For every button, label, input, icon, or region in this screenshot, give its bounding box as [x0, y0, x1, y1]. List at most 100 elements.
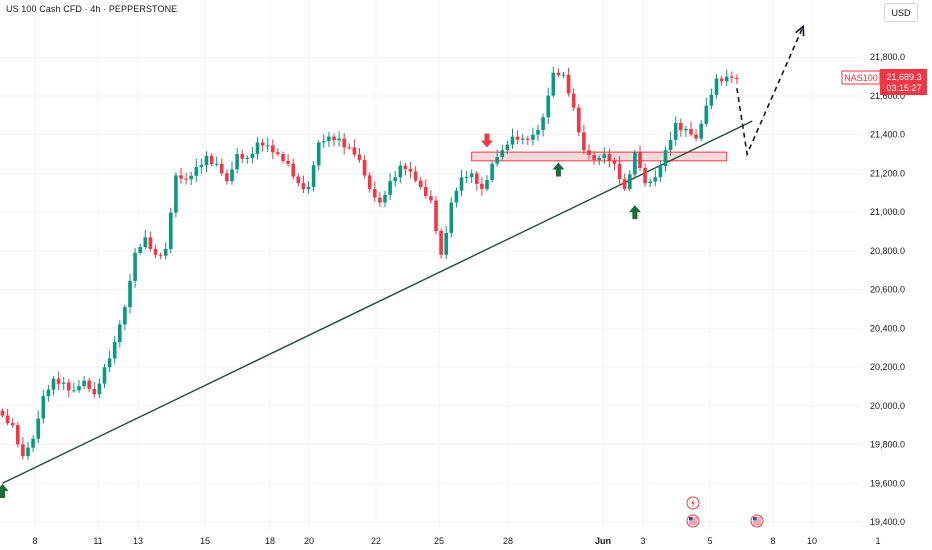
candle-body [337, 138, 341, 141]
price-tag-box [880, 69, 927, 95]
candle-body [102, 367, 107, 384]
time-tick-label: 15 [200, 536, 210, 546]
candle-body [158, 254, 163, 256]
price-tick-label: 19,400.0 [870, 517, 905, 527]
candle-body [225, 173, 229, 182]
candle-body [5, 415, 10, 424]
candle-body [434, 200, 438, 231]
currency-button[interactable]: USD [884, 3, 918, 22]
candle-body [673, 123, 678, 140]
candle-body [485, 180, 489, 189]
price-tick-label: 21,000.0 [870, 207, 905, 217]
price-tick-label: 20,000.0 [870, 401, 905, 411]
price-tick-label: 19,800.0 [870, 440, 905, 450]
candle-body [16, 425, 20, 445]
candle-body [429, 196, 433, 201]
last-price-value: 21,689.3 [886, 72, 921, 82]
candle-body [714, 78, 719, 95]
candle-body [31, 438, 35, 448]
candle-body [704, 105, 709, 124]
us-flag-icon[interactable] [686, 514, 700, 528]
time-tick-label: 3 [640, 536, 645, 546]
price-tick-label: 21,600.0 [870, 91, 905, 101]
candle-body [464, 177, 469, 179]
forecast-arrowhead [795, 24, 805, 37]
signal-arrows [0, 133, 641, 499]
candle-body [735, 77, 739, 79]
candle-body [607, 154, 612, 161]
candle-body [566, 74, 571, 94]
candle-body [107, 358, 112, 368]
candle-body [699, 123, 703, 139]
candle-body [413, 171, 418, 181]
horizontal-gridlines [0, 56, 862, 523]
time-tick-label: 22 [371, 536, 381, 546]
time-tick-label: 8 [32, 536, 37, 546]
candle-body [424, 186, 428, 197]
candle-body [658, 166, 663, 178]
price-tick-label: 19,600.0 [870, 478, 905, 488]
time-tick-label: 13 [133, 536, 143, 546]
candle-body [118, 324, 122, 342]
candle-body [383, 194, 387, 203]
candle-body [245, 157, 250, 159]
candle-body [128, 280, 132, 308]
candle-body [240, 154, 244, 159]
candle-body [531, 134, 535, 140]
candle-body [36, 418, 40, 439]
candle-body [515, 136, 520, 140]
candle-body [179, 175, 183, 179]
forecast-projection-line[interactable] [736, 25, 804, 157]
bar-countdown: 03:15:27 [886, 83, 921, 93]
candle-body [265, 145, 270, 147]
candle-body [41, 396, 46, 419]
candle-body [163, 248, 168, 256]
candle-body [622, 179, 627, 189]
candle-body [577, 107, 581, 133]
time-tick-label: 20 [304, 536, 314, 546]
candle-body [520, 138, 525, 140]
candle-body [500, 150, 505, 158]
us-flag-icon[interactable] [750, 514, 764, 528]
candle-body [357, 154, 362, 160]
candle-body [633, 152, 637, 175]
candle-body [87, 380, 91, 389]
candle-body [378, 197, 382, 203]
candle-body [602, 154, 607, 158]
price-tick-label: 20,600.0 [870, 285, 905, 295]
candle-body [551, 72, 556, 96]
trendline[interactable] [2, 120, 753, 484]
candle-body [648, 181, 652, 184]
time-tick-label: 28 [503, 536, 513, 546]
candle-body [169, 212, 173, 249]
candle-body [408, 168, 413, 172]
last-price-tag: NAS100 21,689.3 03:15:27 [841, 69, 927, 95]
time-tick-label: 18 [265, 536, 275, 546]
candle-body [92, 388, 97, 395]
time-tick-label: 11 [93, 536, 102, 546]
candle-body [592, 155, 596, 160]
candle-body [138, 247, 142, 253]
vertical-gridlines [34, 0, 879, 530]
candle-body [689, 128, 693, 135]
candle-body [347, 147, 352, 149]
candle-body [112, 341, 117, 359]
price-tick-label: 20,400.0 [870, 323, 905, 333]
time-axis-labels: 8 11 13 15 18 20 22 25 28 Jun 3 5 8 10 1 [32, 536, 880, 546]
candle-body [46, 389, 51, 397]
candle-body [255, 142, 260, 154]
candle-body [322, 141, 326, 143]
candle-body [235, 154, 239, 170]
down-arrow-icon [481, 133, 493, 148]
candle-body [82, 380, 86, 387]
candle-body [311, 165, 316, 187]
candle-body [184, 178, 188, 180]
candle-body [469, 173, 474, 178]
candle-body [505, 144, 510, 151]
candle-body [582, 132, 586, 151]
candle-body [418, 180, 423, 187]
candle-body [97, 383, 102, 395]
candle-body [536, 130, 540, 135]
lightning-icon[interactable] [686, 496, 700, 510]
